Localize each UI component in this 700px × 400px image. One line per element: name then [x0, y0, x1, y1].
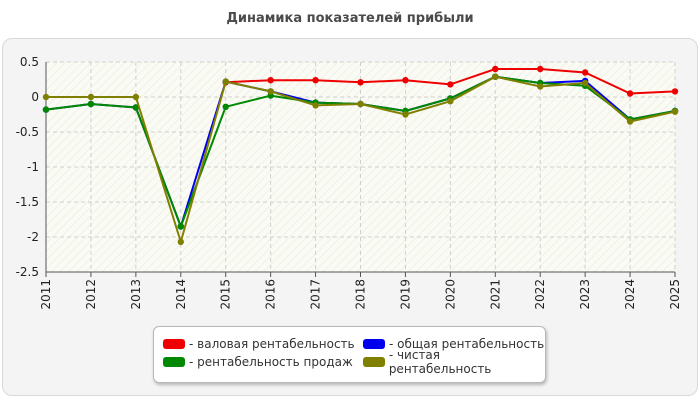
- data-point: [42, 93, 50, 101]
- data-point: [671, 88, 679, 95]
- data-point: [357, 79, 364, 86]
- data-point: [402, 111, 409, 118]
- data-point: [267, 88, 274, 95]
- data-point: [581, 69, 589, 76]
- legend-swatch-blue: [363, 339, 385, 349]
- legend-item-sales-profitability: - рентабельность продаж: [163, 354, 353, 370]
- legend-swatch-red: [163, 339, 185, 349]
- y-tick-label: -0.5: [16, 125, 39, 139]
- data-point: [132, 104, 140, 111]
- data-point: [492, 65, 499, 73]
- legend-label: - чистая рентабельность: [388, 348, 492, 376]
- x-tick-label: 2023: [578, 279, 592, 310]
- data-point: [626, 118, 634, 125]
- legend-item-net-profitability: - чистая рентабельность: [363, 348, 545, 376]
- data-point: [177, 223, 184, 230]
- data-point: [222, 103, 229, 111]
- y-tick-label: -1: [27, 160, 39, 174]
- y-tick-label: -1.5: [16, 195, 39, 209]
- data-point: [87, 100, 95, 108]
- legend-item-overall-profitability: - общая рентабельность: [363, 336, 544, 352]
- data-point: [312, 102, 319, 109]
- x-tick-label: 2019: [398, 279, 412, 310]
- data-point: [447, 81, 454, 88]
- series-net-profitability: [42, 73, 679, 246]
- x-tick-label: 2021: [488, 279, 502, 310]
- data-point: [671, 108, 679, 115]
- x-tick-label: 2011: [39, 279, 53, 310]
- x-tick-label: 2014: [174, 279, 188, 310]
- legend-swatch-green: [163, 357, 185, 367]
- x-tick-label: 2022: [533, 279, 547, 310]
- x-tick-label: 2015: [219, 279, 233, 310]
- data-point: [492, 73, 499, 80]
- data-point: [267, 77, 274, 84]
- x-tick-label: 2025: [668, 279, 682, 310]
- data-point: [222, 78, 229, 85]
- legend-item-gross-margin: - валовая рентабельность: [163, 336, 355, 352]
- data-point: [312, 77, 319, 84]
- data-point: [537, 83, 544, 90]
- legend-label: - общая рентабельность: [389, 337, 545, 351]
- legend: - валовая рентабельность - общая рентабе…: [153, 326, 546, 383]
- data-point: [42, 106, 50, 113]
- series-gross-margin: [222, 65, 679, 97]
- data-point: [447, 98, 454, 105]
- chart-title: Динамика показателей прибыли: [226, 11, 474, 26]
- legend-label: - валовая рентабельность: [189, 337, 355, 351]
- x-tick-label: 2018: [354, 279, 368, 310]
- legend-swatch-olive: [363, 357, 385, 367]
- x-tick-label: 2024: [623, 279, 637, 310]
- data-point: [177, 238, 184, 246]
- data-point: [626, 90, 634, 97]
- data-point: [87, 93, 95, 101]
- x-tick-label: 2020: [443, 279, 457, 310]
- data-point: [132, 93, 140, 101]
- x-tick-label: 2012: [84, 279, 98, 310]
- y-tick-label: 0: [31, 90, 39, 104]
- data-point: [537, 65, 544, 73]
- x-tick-label: 2013: [129, 279, 143, 310]
- data-point: [581, 79, 589, 87]
- y-tick-label: -2.5: [16, 265, 39, 279]
- series-group: [42, 65, 679, 246]
- data-point: [357, 100, 364, 108]
- legend-label: - рентабельность продаж: [189, 355, 353, 369]
- x-tick-label: 2017: [309, 279, 323, 310]
- y-tick-label: 0.5: [20, 55, 39, 69]
- x-tick-label: 2016: [264, 279, 278, 310]
- y-tick-label: -2: [27, 230, 39, 244]
- data-point: [402, 77, 409, 84]
